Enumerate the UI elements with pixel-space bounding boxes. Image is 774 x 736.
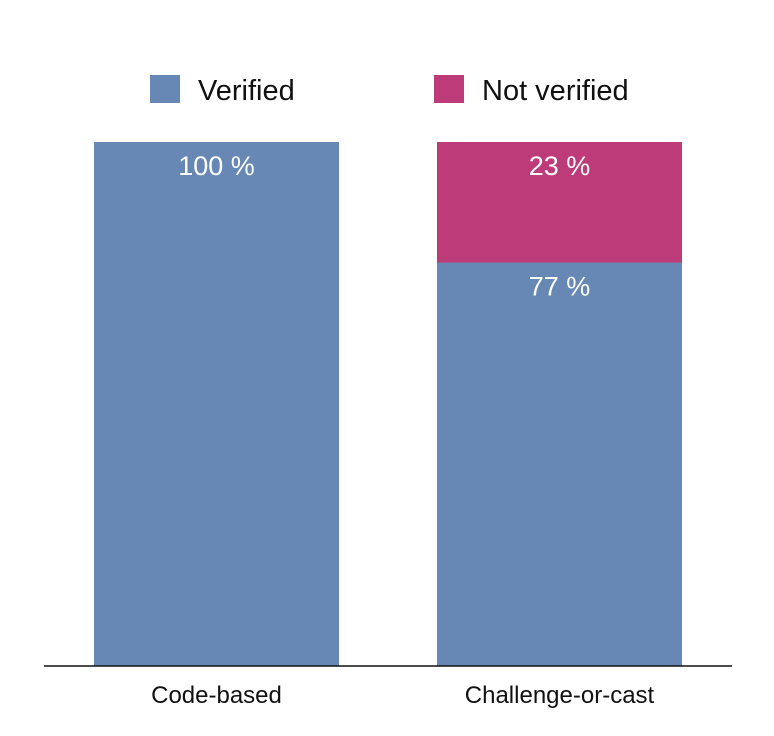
x-tick-labels: Code-based Challenge-or-cast	[151, 682, 654, 709]
legend-label-not-verified: Not verified	[482, 75, 629, 107]
legend-swatch-verified	[150, 75, 180, 103]
legend-label-verified: Verified	[198, 75, 295, 107]
legend-swatch-not-verified	[434, 75, 464, 103]
value-labels-layer: 100 % 77 % 23 %	[178, 151, 590, 302]
x-tick-label-challenge-or-cast: Challenge-or-cast	[465, 682, 655, 709]
data-label-challenge-or-cast-verified: 77 %	[529, 272, 591, 302]
bar-code-based-verified	[94, 142, 339, 666]
data-label-code-based-verified: 100 %	[178, 151, 255, 181]
bar-challenge-or-cast-verified	[437, 262, 682, 666]
x-tick-label-code-based: Code-based	[151, 682, 282, 709]
bars-layer	[94, 142, 682, 666]
data-label-challenge-or-cast-not-verified: 23 %	[529, 151, 591, 181]
legend: Verified Not verified	[150, 75, 629, 107]
bar-challenge-or-cast-not-verified	[437, 142, 682, 263]
